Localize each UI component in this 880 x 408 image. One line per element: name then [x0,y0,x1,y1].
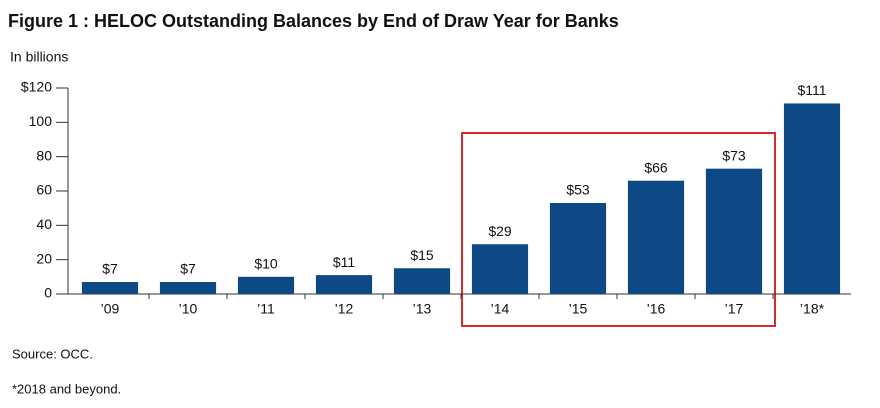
x-tick-label: ’17 [725,301,744,317]
bar [159,281,217,294]
value-label: $7 [102,261,118,277]
bar [237,276,295,294]
y-tick-label: $120 [21,79,52,95]
value-label: $7 [180,261,196,277]
y-tick-label: 0 [44,285,52,301]
highlight-box [461,132,776,327]
bar [471,244,529,294]
y-tick-label: 80 [36,147,52,163]
x-tick-label: ’13 [413,301,432,317]
value-label: $11 [333,254,356,270]
value-label: $29 [488,223,512,239]
y-tick-label: 100 [29,113,53,129]
x-tick-label: ’15 [569,301,588,317]
y-axis-label: In billions [10,49,68,65]
bar [393,268,451,294]
value-label: $66 [644,159,668,175]
x-tick-label: ’09 [101,301,120,317]
y-tick-label: 40 [36,216,52,232]
bar [315,275,373,294]
chart-title: Figure 1 : HELOC Outstanding Balances by… [8,11,619,31]
footnote: *2018 and beyond. [12,381,121,396]
y-tick-label: 20 [36,250,52,266]
value-label: $15 [410,247,434,263]
bar [81,281,139,294]
source: Source: OCC. [12,346,93,361]
bar [705,168,763,294]
x-tick-label: ’11 [257,301,275,317]
value-label: $111 [797,82,826,98]
value-label: $53 [566,182,590,198]
bar [783,103,841,294]
value-label: $73 [722,147,746,163]
x-tick-label: ’14 [491,301,510,317]
x-tick-label: ’16 [647,301,666,317]
bar [549,203,607,294]
bar [627,180,685,294]
x-tick-label: ’10 [179,301,198,317]
x-tick-label: ’18* [800,301,825,317]
y-tick-label: 60 [36,182,52,198]
value-label: $10 [254,256,278,272]
x-tick-label: ’12 [335,301,354,317]
